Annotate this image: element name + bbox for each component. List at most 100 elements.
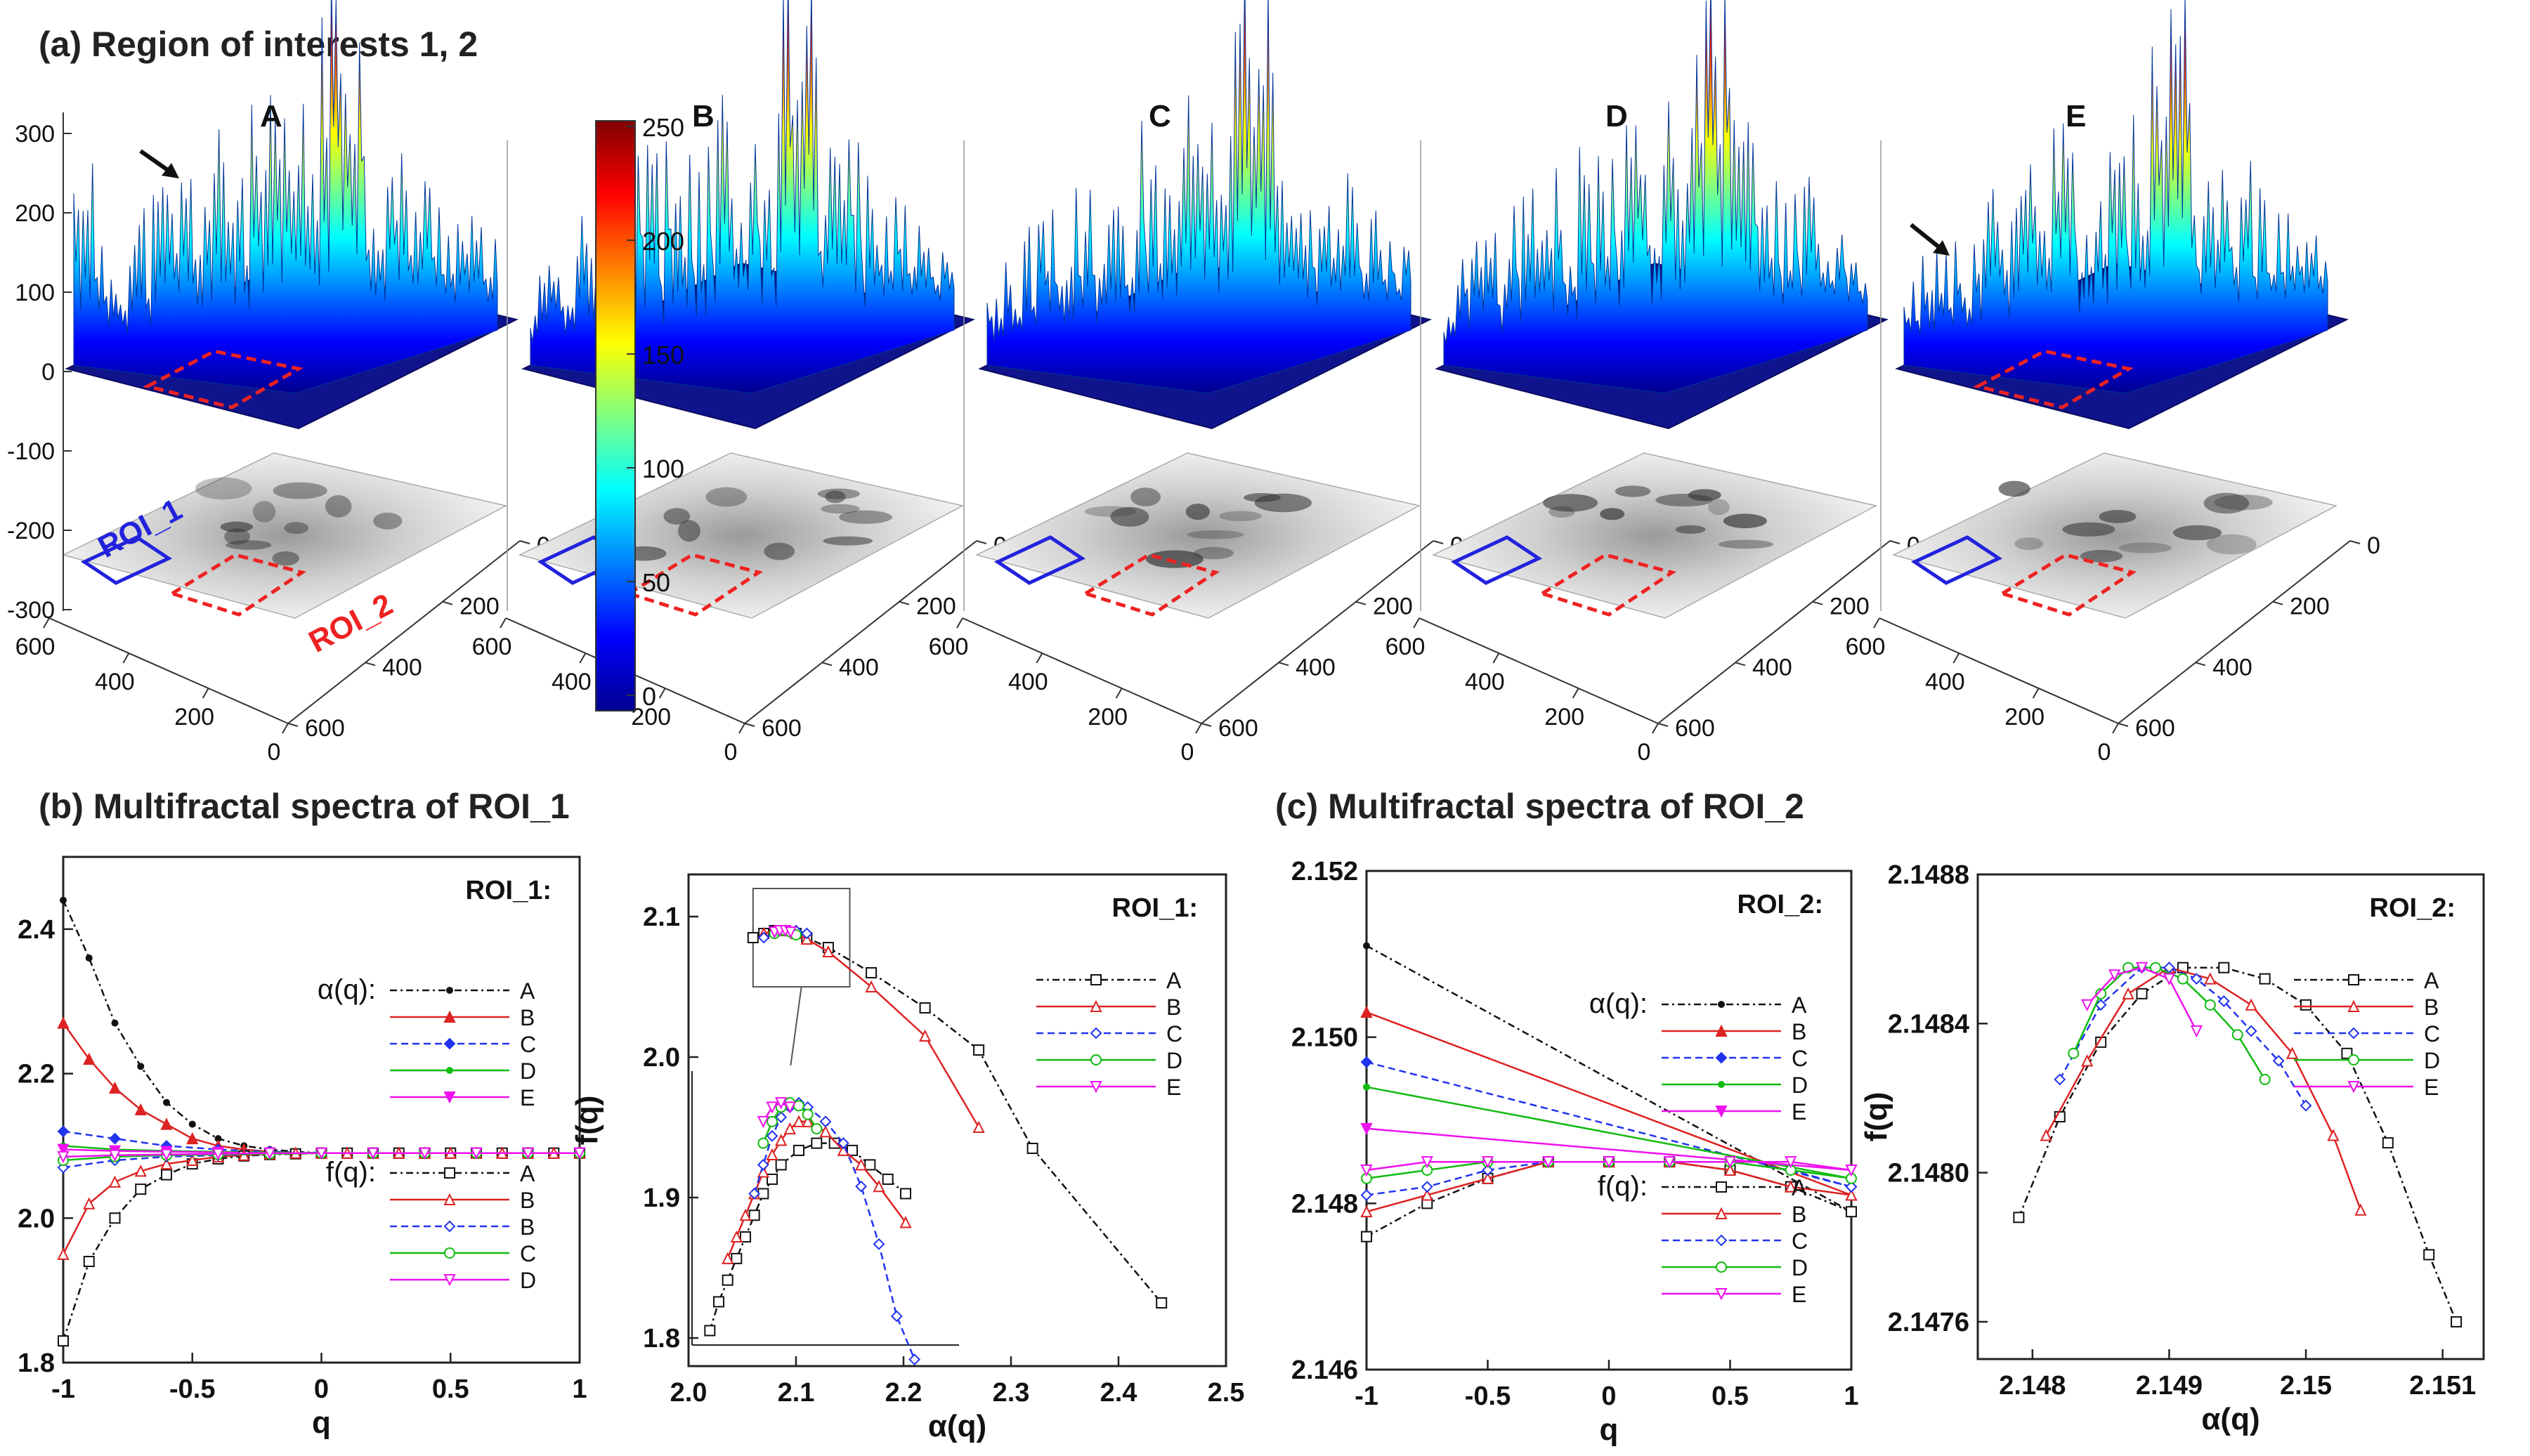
z-tick-label: -300 [7,597,55,624]
colorbar: 250 200 150 100 50 0 [595,113,684,711]
chart-b-right: 2.0 2.1 2.2 2.3 2.4 2.5 1.8 1.9 2.0 2.1 α(q) f(q) RO… [570,873,1244,1443]
y-tick [365,662,376,667]
legend-entry: A [520,978,535,1004]
y-axis-label: f(q) [1859,1092,1893,1142]
x-tick-label: 0 [2098,739,2111,766]
roi1-box [80,535,173,585]
data-point [2272,1054,2285,1067]
data-point [731,1252,743,1264]
plot-frame [687,873,1227,1368]
data-point [1723,1163,1737,1176]
x-tick [1036,652,1043,664]
x-tick [1873,617,1880,629]
projection-blob [1130,487,1161,506]
legend-entry: E [1792,1282,1806,1307]
x-tick-label: 200 [631,704,671,730]
x-tick [1652,723,1659,734]
z-tick-label: -200 [7,518,55,544]
data-point [470,1147,483,1160]
data-point [819,1115,832,1128]
projection-blob [821,504,860,514]
data-point [83,1197,96,1209]
x-tick [1115,688,1123,699]
legend-entry: E [520,1085,535,1110]
data-point [873,1179,885,1193]
plot-frame [1365,870,1853,1371]
data-point [2218,962,2230,973]
data-point [108,1149,122,1162]
data-point [1542,1156,1555,1169]
data-point [802,1108,814,1120]
x-tick-label: 2.15 [2280,1371,2332,1401]
data-point [134,1165,147,1177]
legend-entry: E [1166,1075,1181,1100]
roi2-box [625,553,764,617]
data-point [1360,1165,1373,1177]
surface-plot: C60040020000200400600 [929,0,1463,766]
roi2-box [1081,553,1220,617]
roi1-box [1910,535,2003,585]
projection-blob [1110,506,1149,527]
grayscale-projection [518,452,965,619]
projection-blob [1194,546,1234,560]
y-tick-label: 2.2 [18,1060,55,1089]
data-point [1090,974,1102,985]
series-line [2018,966,2458,1323]
panel-label: C [1149,99,1171,133]
data-point [739,1209,752,1221]
x-tick-label: 200 [2004,704,2045,730]
surface-plot: E 600 400 200 0 0 200 400 600 [1846,0,2380,766]
data-point [2122,987,2134,999]
data-point [111,1019,119,1027]
data-point [793,1115,805,1127]
data-point [163,1098,170,1106]
y-tick [744,723,755,727]
data-point [2245,998,2257,1011]
legend-entry: C [520,1241,536,1266]
x-axis-label: α(q) [928,1409,986,1443]
data-point [1718,1081,1725,1088]
data-point [2013,1212,2025,1224]
projection-blob [195,477,252,500]
y-axis [2118,540,2351,724]
z-tick-label: 200 [15,200,55,227]
y-tick [2272,601,2283,605]
data-point [57,1150,70,1164]
y-tick-label: 2.150 [1291,1023,1358,1053]
data-point [58,1335,69,1347]
projection-blob [252,501,276,523]
data-point [1845,1165,1858,1177]
intensity-surface [1443,0,1868,394]
x-tick-label: 2.2 [885,1378,922,1408]
x-tick-label: 0 [1638,739,1651,766]
legend-entry: D [1792,1255,1808,1280]
plot-frame [1976,873,2485,1360]
y-tick [1201,723,1212,727]
x-axis-label: q [312,1405,331,1440]
chart-c-right: 2.148 2.149 2.15 2.151 2.1476 2.1480 2.1484 2.1… [1859,860,2485,1436]
y-tick-label: 2.146 [1291,1356,1358,1385]
data-point [1361,1231,1372,1242]
projection-blob [273,482,327,499]
data-point [2347,1027,2360,1039]
y-tick [519,540,530,544]
data-point [908,1353,921,1365]
y-tick-label: 2.1484 [1888,1009,1969,1039]
x-tick-label: 0 [1601,1382,1616,1411]
projection-blob [1998,480,2030,497]
y-tick-label: 2.1476 [1888,1308,1969,1337]
x-tick-label: 200 [1544,704,1584,730]
y-tick-label: 400 [382,654,422,681]
x-tick [956,617,963,629]
data-point [1421,1188,1433,1201]
panel-label: D [1605,99,1628,133]
x-tick [658,688,666,699]
data-point [2231,1029,2243,1041]
projection-blob [1688,489,1721,501]
y-tick [1433,540,1444,544]
data-point [1846,1206,1857,1218]
data-point [1715,1207,1728,1219]
series-line [1366,1011,1852,1196]
x-tick-label: 2.0 [670,1378,708,1408]
x-tick-label: 600 [15,634,56,660]
